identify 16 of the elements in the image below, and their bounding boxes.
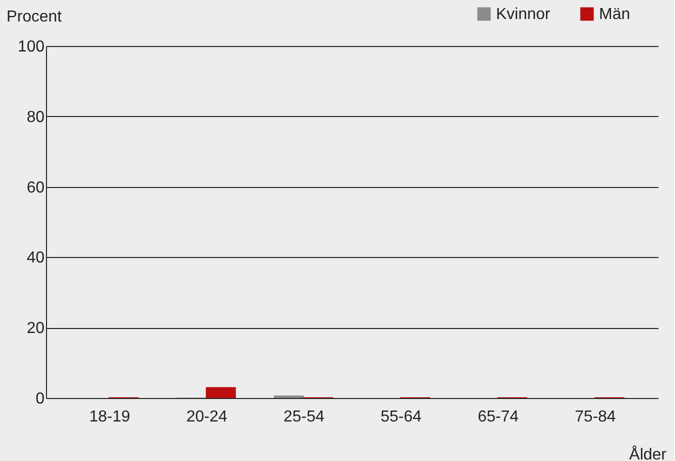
y-tick-label: 60 (26, 179, 45, 196)
legend-label: Kvinnor (496, 6, 551, 23)
y-axis-title: Procent (6, 8, 62, 26)
x-axis-title: Ålder (629, 446, 668, 461)
y-tick-label: 100 (18, 38, 45, 56)
x-tick-label: 25-54 (283, 408, 324, 426)
x-tick-label: 18-19 (89, 408, 130, 426)
y-tick-label: 0 (36, 390, 45, 408)
x-tick-label: 55-64 (380, 408, 422, 426)
y-tick-label: 40 (26, 250, 45, 267)
x-tick-label: 65-74 (478, 408, 519, 426)
x-tick-label: 20-24 (186, 408, 228, 426)
legend-label: Män (599, 6, 630, 23)
y-tick-label: 20 (26, 320, 45, 338)
x-tick-label: 75-84 (574, 408, 616, 426)
y-tick-label: 80 (26, 108, 45, 126)
